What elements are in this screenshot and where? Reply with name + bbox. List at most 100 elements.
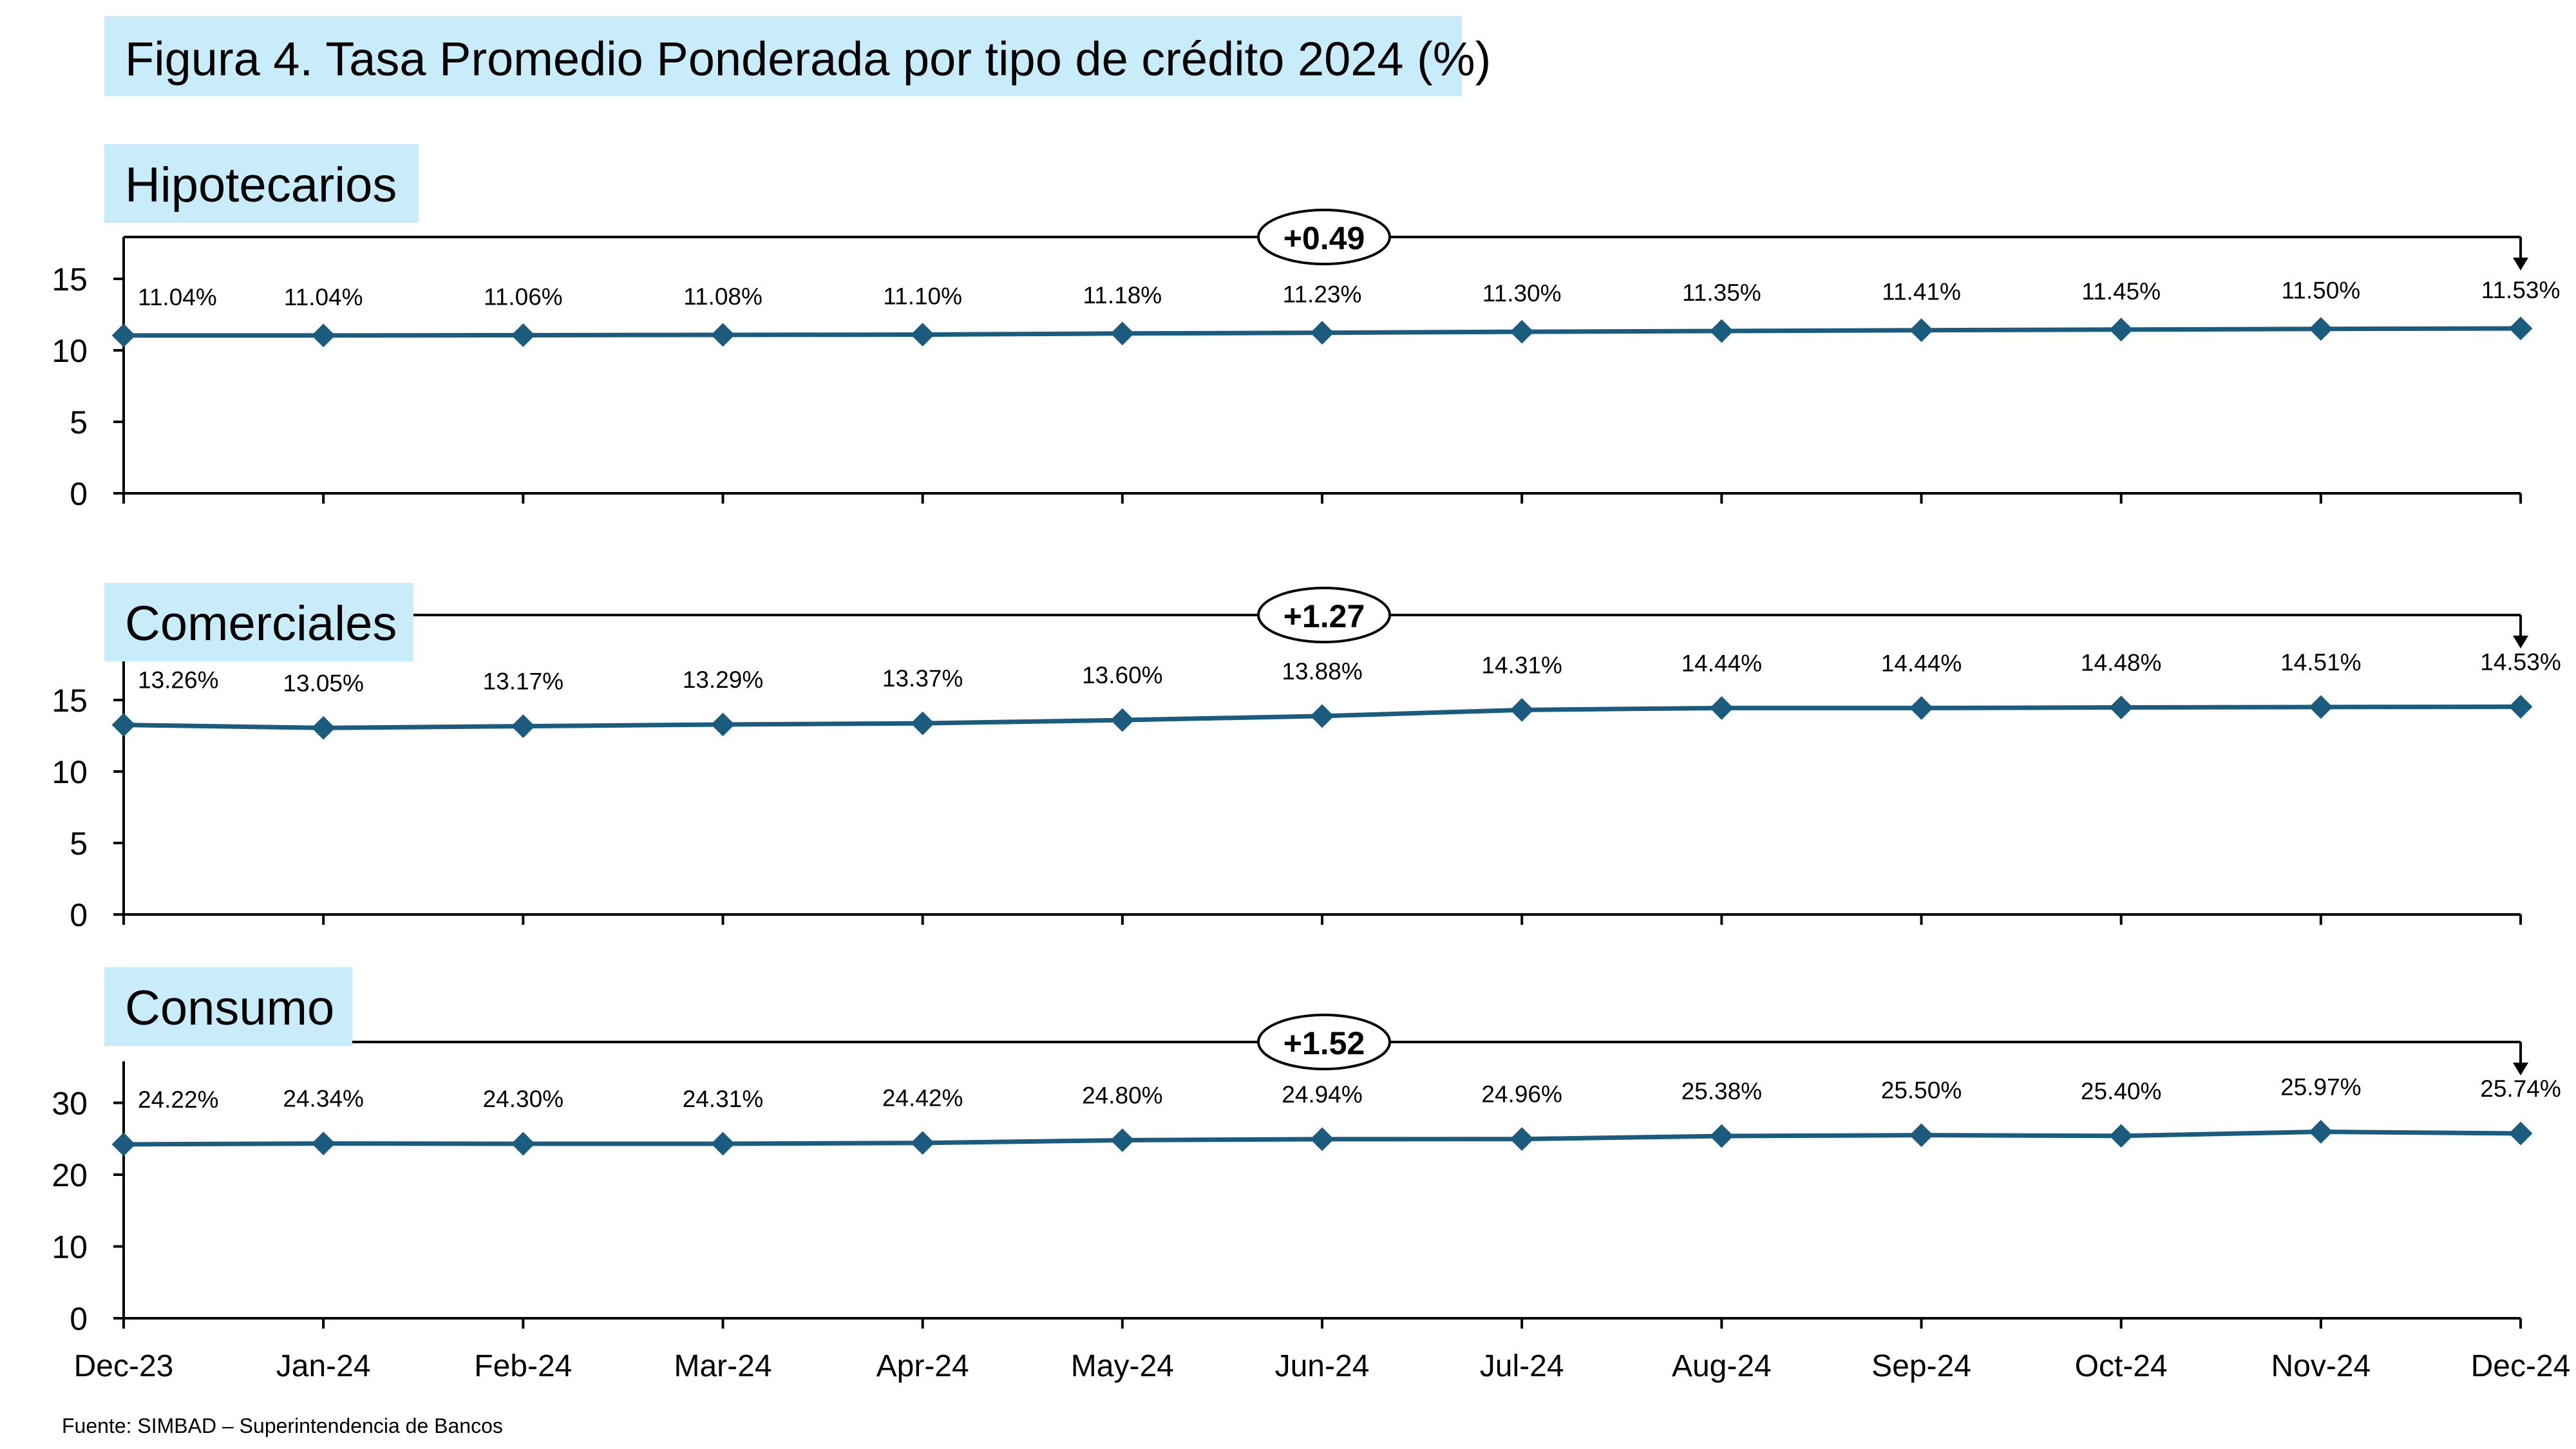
data-label-consumo: 24.34% <box>283 1086 364 1112</box>
data-point-consumo <box>1110 1128 1135 1152</box>
y-tick-label-hipotecarios: 10 <box>52 333 88 369</box>
x-tick-label: Mar-24 <box>674 1349 772 1383</box>
data-label-hipotecarios: 11.06% <box>484 283 563 310</box>
data-label-comerciales: 13.88% <box>1282 658 1363 685</box>
x-tick-label: Oct-24 <box>2075 1349 2168 1383</box>
data-point-hipotecarios <box>311 323 336 348</box>
y-tick-label-comerciales: 15 <box>52 683 88 719</box>
data-point-comerciales <box>1510 697 1534 722</box>
data-label-comerciales: 13.26% <box>138 667 219 694</box>
data-label-comerciales: 14.53% <box>2480 649 2561 675</box>
y-tick-label-comerciales: 5 <box>70 826 88 862</box>
x-tick-label: Jan-24 <box>276 1349 371 1383</box>
data-point-hipotecarios <box>2109 317 2134 342</box>
y-tick-label-comerciales: 0 <box>70 897 88 933</box>
data-point-hipotecarios <box>1909 318 1933 343</box>
data-label-comerciales: 14.51% <box>2280 649 2362 676</box>
data-point-consumo <box>911 1131 935 1155</box>
y-tick-label-hipotecarios: 0 <box>70 476 88 512</box>
data-point-hipotecarios <box>2508 316 2533 341</box>
data-label-comerciales: 14.44% <box>1681 650 1763 676</box>
change-oval-comerciales <box>1257 587 1391 643</box>
data-point-hipotecarios <box>1310 321 1334 345</box>
x-tick-label: May-24 <box>1071 1349 1174 1383</box>
data-label-hipotecarios: 11.23% <box>1283 281 1362 308</box>
data-label-comerciales: 14.44% <box>1881 650 1962 676</box>
y-tick-label-consumo: 10 <box>52 1229 88 1265</box>
x-tick-label: Jul-24 <box>1480 1349 1564 1383</box>
data-label-consumo: 24.31% <box>683 1086 764 1112</box>
data-point-hipotecarios <box>711 323 735 347</box>
data-label-hipotecarios: 11.41% <box>1882 279 1961 305</box>
data-point-consumo <box>2309 1120 2333 1144</box>
data-point-comerciales <box>1709 696 1734 720</box>
y-tick-label-consumo: 20 <box>52 1157 88 1193</box>
data-point-comerciales <box>2109 696 2134 719</box>
x-tick-label: Jun-24 <box>1275 1349 1370 1383</box>
data-point-hipotecarios <box>111 323 136 348</box>
data-point-comerciales <box>311 715 336 740</box>
data-label-consumo: 25.97% <box>2280 1074 2362 1100</box>
x-tick-label: Sep-24 <box>1871 1349 1971 1383</box>
x-tick-label: Aug-24 <box>1672 1349 1772 1383</box>
data-label-consumo: 24.30% <box>483 1086 564 1112</box>
data-point-hipotecarios <box>511 323 535 347</box>
data-point-hipotecarios <box>1709 319 1734 343</box>
data-label-hipotecarios: 11.35% <box>1682 279 1761 306</box>
data-point-consumo <box>2109 1124 2134 1148</box>
data-point-comerciales <box>711 712 735 737</box>
data-label-hipotecarios: 11.45% <box>2081 278 2161 305</box>
data-point-hipotecarios <box>1110 321 1135 346</box>
data-point-consumo <box>111 1132 136 1157</box>
data-label-consumo: 24.22% <box>138 1086 219 1113</box>
data-label-consumo: 24.42% <box>882 1085 963 1112</box>
y-tick-label-hipotecarios: 5 <box>70 404 88 440</box>
panel-title-box-comerciales: Comerciales <box>104 583 413 661</box>
data-label-comerciales: 13.37% <box>882 665 963 692</box>
x-tick-label: Nov-24 <box>2271 1349 2371 1383</box>
panel-title-comerciales: Comerciales <box>125 596 397 651</box>
x-tick-label: Dec-23 <box>74 1349 174 1383</box>
change-label-consumo: +1.52 <box>1283 1025 1365 1061</box>
y-tick-label-hipotecarios: 15 <box>52 261 88 298</box>
data-label-comerciales: 13.29% <box>683 667 764 693</box>
panel-title-hipotecarios: Hipotecarios <box>125 158 397 213</box>
data-point-comerciales <box>1110 708 1135 732</box>
panel-title-box-consumo: Consumo <box>104 967 352 1046</box>
data-label-consumo: 25.38% <box>1681 1078 1763 1104</box>
data-point-consumo <box>1510 1127 1534 1151</box>
figure-title-box: Figura 4. Tasa Promedio Ponderada por ti… <box>104 16 1491 96</box>
data-point-comerciales <box>1310 704 1334 728</box>
panel-title-box-hipotecarios: Hipotecarios <box>104 144 419 223</box>
data-label-hipotecarios: 11.18% <box>1083 282 1162 308</box>
y-tick-label-consumo: 30 <box>52 1086 88 1122</box>
change-label-comerciales: +1.27 <box>1283 598 1365 634</box>
data-point-comerciales <box>511 714 535 739</box>
y-tick-label-consumo: 0 <box>70 1301 88 1337</box>
data-point-hipotecarios <box>2309 317 2333 341</box>
data-point-consumo <box>1310 1127 1334 1151</box>
data-label-hipotecarios: 11.04% <box>138 284 217 310</box>
data-point-consumo <box>311 1132 336 1155</box>
figure-title: Figura 4. Tasa Promedio Ponderada por ti… <box>125 32 1492 86</box>
data-point-consumo <box>1909 1123 1933 1148</box>
y-tick-label-comerciales: 10 <box>52 754 88 790</box>
data-label-hipotecarios: 11.10% <box>883 283 962 310</box>
data-label-hipotecarios: 11.53% <box>2481 277 2561 303</box>
data-label-hipotecarios: 11.04% <box>284 284 363 310</box>
data-point-consumo <box>1709 1124 1734 1148</box>
data-point-comerciales <box>2508 695 2533 719</box>
data-point-comerciales <box>1909 696 1933 720</box>
data-label-consumo: 24.96% <box>1481 1081 1562 1108</box>
data-label-consumo: 25.40% <box>2081 1078 2162 1104</box>
change-oval-hipotecarios <box>1257 209 1391 265</box>
data-point-hipotecarios <box>1510 319 1534 344</box>
change-arrow-head-comerciales <box>2513 636 2528 649</box>
data-label-hipotecarios: 11.30% <box>1482 280 1562 307</box>
x-tick-label: Apr-24 <box>876 1349 969 1383</box>
change-arrow-head-hipotecarios <box>2513 258 2528 270</box>
data-label-comerciales: 13.05% <box>283 670 364 696</box>
data-point-comerciales <box>111 713 136 737</box>
data-label-consumo: 24.80% <box>1082 1082 1163 1108</box>
